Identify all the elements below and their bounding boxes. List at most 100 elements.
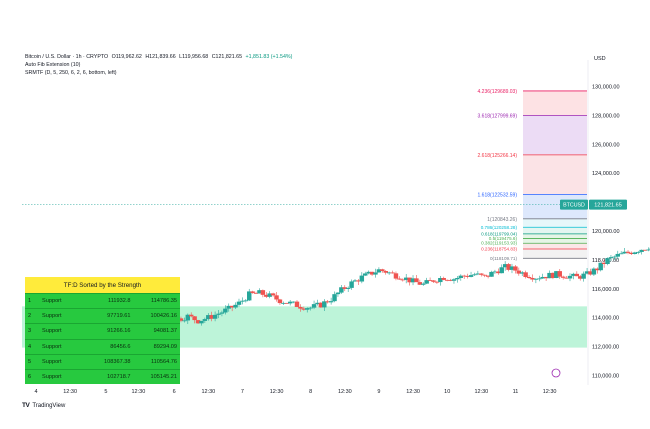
- candle-body: [434, 281, 440, 283]
- candle-body: [547, 272, 552, 279]
- candle-body: [513, 266, 518, 271]
- fib-level-label: 0.786(120258.28): [481, 225, 518, 230]
- candle-body: [407, 277, 412, 283]
- candle-body: [560, 276, 566, 278]
- candle-body: [270, 293, 276, 296]
- candle-body: [287, 301, 293, 304]
- fib-level-label: 3.618(127999.69): [478, 113, 518, 119]
- x-tick-label: 12:30: [63, 389, 77, 395]
- candle-body: [315, 302, 320, 305]
- candle-body: [622, 251, 627, 254]
- candle-body: [475, 273, 481, 275]
- symbol-badge: [560, 199, 588, 210]
- low-value: L119,956.68: [179, 54, 209, 60]
- open-value: O119,962.62: [111, 54, 142, 60]
- candle-body: [564, 277, 569, 279]
- table-row: 6 Support 102718.7 105145.21: [25, 368, 180, 385]
- candle-body: [212, 314, 218, 319]
- candle-body: [274, 295, 279, 300]
- fib-band: [523, 218, 587, 228]
- candle-body: [250, 291, 255, 293]
- candle-body: [328, 301, 334, 303]
- candle-body: [506, 264, 511, 270]
- y-tick-label: 116,000.00: [592, 287, 619, 293]
- x-tick-label: 12:30: [406, 389, 420, 395]
- candle-body: [465, 276, 470, 277]
- candle-body: [366, 271, 371, 274]
- candle-body: [502, 264, 508, 268]
- candle-body: [403, 277, 409, 280]
- candle-body: [301, 308, 307, 310]
- x-tick-label: 8: [309, 389, 312, 395]
- candle-body: [240, 300, 245, 302]
- candle-body: [605, 258, 610, 265]
- candle-body: [550, 272, 556, 278]
- candle-body: [243, 300, 249, 302]
- candle-body: [608, 257, 614, 259]
- y-tick-label: 110,000.00: [592, 374, 619, 380]
- y-tick-label: 120,000.00: [592, 229, 620, 235]
- candle-body: [216, 313, 221, 315]
- candle-body: [468, 275, 474, 277]
- x-tick-label: 12:30: [474, 389, 488, 395]
- candle-body: [451, 279, 457, 281]
- x-tick-label: 7: [241, 389, 244, 395]
- candle-body: [311, 304, 317, 308]
- fib-band: [523, 248, 587, 259]
- candle-body: [178, 318, 184, 321]
- fib-band: [523, 243, 587, 249]
- fib-band: [523, 233, 587, 239]
- candle-body: [421, 283, 426, 285]
- table-title: TF:D Sorted by the Strength: [25, 277, 180, 294]
- candle-body: [356, 280, 361, 282]
- symbol-ohlc-line: Bitcoin / U.S. Dollar · 1h · CRYPTO O119…: [25, 54, 294, 60]
- x-tick-label: 6: [173, 389, 176, 395]
- fib-level-label: 0.236(118754.83): [481, 246, 517, 251]
- candle-body: [386, 272, 392, 274]
- candle-body: [185, 314, 191, 321]
- candle-body: [308, 307, 313, 309]
- candle-body: [195, 320, 201, 324]
- candle-body: [584, 271, 590, 274]
- candle-body: [223, 308, 228, 313]
- fib-band: [523, 227, 587, 234]
- indicator-fib-extension[interactable]: Auto Fib Extension (10): [25, 62, 81, 68]
- candle-body: [438, 278, 443, 283]
- fib-level-label: 0.382(119153.93): [481, 241, 517, 246]
- candle-body: [383, 270, 388, 273]
- candle-body: [595, 268, 600, 271]
- candle-body: [332, 294, 337, 302]
- candle-body: [264, 294, 269, 297]
- candle-body: [376, 269, 382, 273]
- candle-body: [578, 276, 583, 279]
- candle-body: [417, 282, 423, 285]
- indicator-srmtf[interactable]: SRMTF (D, 5, 250, 6, 2, 6, bottom, left): [25, 70, 117, 76]
- candle-body: [496, 271, 501, 274]
- x-tick-label: 12:30: [201, 389, 215, 395]
- candle-body: [247, 291, 252, 301]
- high-value: H121,839.66: [145, 54, 176, 60]
- candle-body: [400, 279, 406, 281]
- candle-body: [444, 279, 450, 281]
- candle-body: [359, 275, 365, 282]
- y-tick-label: 126,000.00: [592, 142, 620, 148]
- candle-body: [342, 287, 347, 289]
- x-tick-label: 5: [104, 389, 107, 395]
- candle-body: [284, 302, 289, 304]
- candle-body: [209, 315, 214, 319]
- candle-body: [632, 252, 638, 255]
- candle-body: [567, 275, 573, 279]
- candle-body: [441, 278, 446, 280]
- candle-body: [414, 278, 419, 283]
- candle-body: [458, 275, 464, 278]
- candle-body: [424, 280, 429, 284]
- table-row: 2 Support 97719.61 100426.16: [25, 308, 180, 324]
- tradingview-branding[interactable]: TV TradingView: [22, 402, 65, 409]
- x-tick-label: 9: [377, 389, 380, 395]
- table-row: 4 Support 86456.6 89294.09: [25, 338, 180, 355]
- y-tick-label: 114,000.00: [592, 316, 619, 322]
- table-row: 3 Support 91266.16 94081.37: [25, 323, 180, 340]
- candle-body: [479, 273, 484, 275]
- x-tick-label: 12:30: [131, 389, 145, 395]
- tf-strength-table: TF:D Sorted by the Strength 1 Support 1119…: [25, 277, 180, 385]
